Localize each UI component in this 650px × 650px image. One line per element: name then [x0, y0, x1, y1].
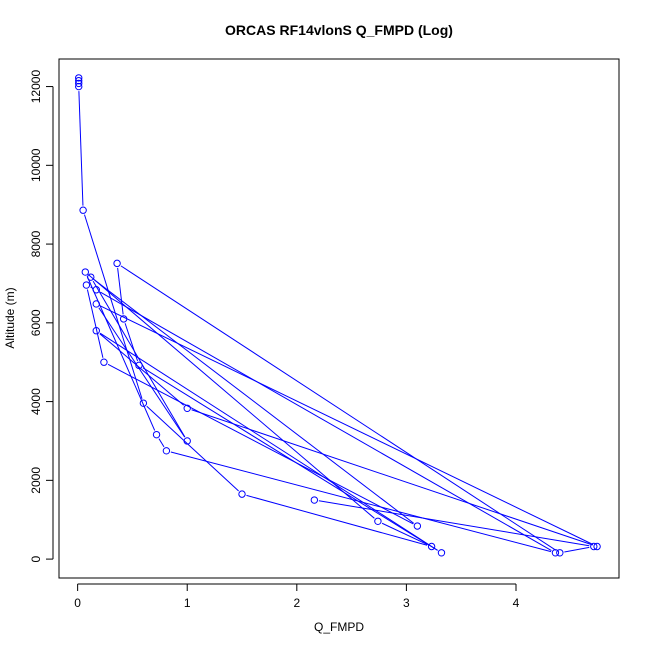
data-point — [593, 542, 601, 551]
series-segment — [318, 500, 590, 547]
series-lines — [78, 91, 594, 553]
series-segment — [88, 274, 375, 519]
series-segment — [120, 265, 557, 551]
series-segment — [98, 307, 186, 438]
plot-frame — [58, 58, 620, 579]
data-point — [75, 79, 83, 88]
data-point — [79, 206, 87, 214]
x-tick-label: 4 — [513, 596, 520, 610]
series-segment — [100, 291, 552, 551]
data-point — [92, 286, 100, 294]
y-tick-label: 4000 — [29, 388, 43, 415]
series-segment — [117, 267, 124, 315]
data-point — [87, 273, 95, 281]
x-axis-label: Q_FMPD — [314, 620, 364, 634]
data-point — [183, 404, 191, 412]
x-tick-label: 3 — [403, 596, 410, 610]
data-point — [551, 549, 560, 557]
y-tick-label: 12000 — [29, 70, 43, 104]
data-point — [374, 517, 382, 525]
data-point — [92, 327, 100, 335]
data-point — [119, 315, 128, 323]
series-segment — [564, 546, 590, 553]
data-point — [82, 281, 91, 289]
data-point — [113, 259, 121, 268]
data-point — [183, 437, 191, 445]
series-segment — [78, 91, 84, 206]
data-point — [139, 399, 148, 407]
series-segment — [99, 333, 185, 406]
series-segment — [381, 522, 428, 545]
series-points — [75, 74, 601, 557]
data-point — [135, 361, 143, 370]
data-point — [413, 522, 422, 530]
series-segment — [170, 451, 552, 553]
data-point — [152, 430, 161, 439]
y-tick-label: 6000 — [29, 309, 43, 336]
chart-title: ORCAS RF14vlonS Q_FMPD (Log) — [225, 22, 453, 38]
y-tick-label: 2000 — [29, 467, 43, 494]
x-tick-label: 2 — [293, 596, 300, 610]
series-segment — [84, 214, 143, 399]
data-point — [590, 542, 598, 551]
series-segment — [100, 305, 594, 545]
data-point — [162, 447, 171, 455]
data-point — [92, 300, 100, 308]
series-segment — [92, 280, 186, 438]
data-point — [238, 490, 246, 498]
data-point — [81, 268, 90, 276]
series-segment — [99, 332, 438, 551]
series-segment — [124, 323, 139, 362]
series-segment — [107, 363, 414, 525]
series-segment — [191, 409, 593, 546]
data-point — [437, 549, 446, 557]
series-segment — [90, 286, 93, 289]
x-tick-label: 0 — [74, 596, 81, 610]
series-segment — [146, 405, 239, 492]
data-point — [310, 496, 319, 504]
data-point — [100, 358, 108, 366]
data-point — [75, 74, 83, 82]
series-segment — [246, 494, 428, 546]
y-axis-label: Altitude (m) — [3, 287, 17, 348]
y-tick-label: 0 — [29, 555, 43, 562]
y-axis: 0 2000 4000 6000 8000 10000 12000 — [29, 70, 54, 562]
y-tick-label: 8000 — [29, 230, 43, 257]
x-axis: 0 1 2 3 4 — [74, 583, 520, 610]
y-tick-label: 10000 — [29, 148, 43, 182]
data-point — [75, 82, 83, 91]
series-segment — [94, 279, 415, 524]
series-segment — [86, 289, 104, 358]
data-point — [427, 542, 436, 551]
data-point — [556, 549, 564, 557]
series-segment — [158, 438, 165, 448]
series-segment — [142, 367, 438, 551]
x-tick-label: 1 — [184, 596, 191, 610]
